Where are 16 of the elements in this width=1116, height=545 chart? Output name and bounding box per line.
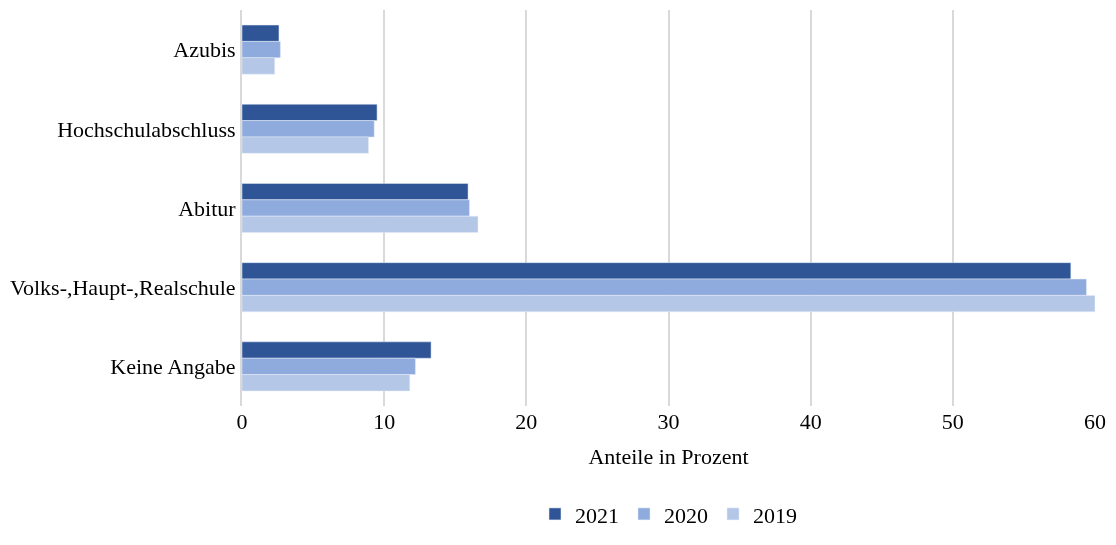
legend-label: 2021 xyxy=(575,502,619,528)
x-tick-label: 60 xyxy=(1084,409,1106,434)
y-tick-label: Volks-,Haupt-,Realschule xyxy=(9,274,236,300)
y-tick-label: Azubis xyxy=(173,37,236,63)
x-tick-label: 40 xyxy=(799,409,822,434)
y-tick-label: Keine Angabe xyxy=(110,354,236,380)
x-axis-title: Anteile in Prozent xyxy=(588,443,749,469)
x-tick-label: 10 xyxy=(373,409,396,434)
y-tick-label: Hochschulabschluss xyxy=(57,116,236,142)
x-tick-label: 30 xyxy=(657,409,680,434)
legend-label: 2020 xyxy=(664,502,708,528)
x-tick-label: 0 xyxy=(236,409,248,434)
x-tick-label: 50 xyxy=(941,409,964,434)
y-tick-label: Abitur xyxy=(178,195,237,221)
legend-label: 2019 xyxy=(753,502,797,528)
x-tick-label: 20 xyxy=(515,409,538,434)
